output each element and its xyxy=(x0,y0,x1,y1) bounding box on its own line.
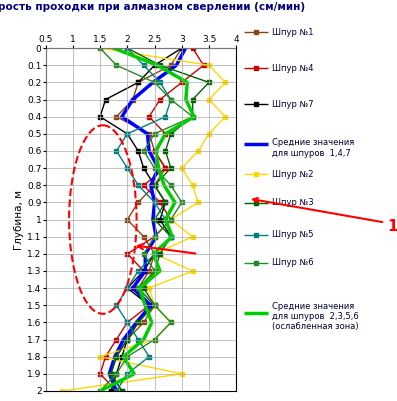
Text: для шпуров  1,4,7: для шпуров 1,4,7 xyxy=(272,149,351,158)
Text: Шпур №7: Шпур №7 xyxy=(272,100,314,109)
Text: Шпур №3: Шпур №3 xyxy=(272,198,314,207)
Text: Шпур №4: Шпур №4 xyxy=(272,64,314,73)
Text: Шпур №2: Шпур №2 xyxy=(272,170,314,179)
Text: Шпур №1: Шпур №1 xyxy=(272,28,314,36)
Y-axis label: Глубина, м: Глубина, м xyxy=(14,190,24,249)
Text: Средние значения: Средние значения xyxy=(272,302,354,311)
Text: для шпуров  2,3,5,6: для шпуров 2,3,5,6 xyxy=(272,312,359,321)
Text: Средние значения: Средние значения xyxy=(272,138,354,147)
Text: (ослабленная зона): (ослабленная зона) xyxy=(272,322,358,331)
Text: Шпур №6: Шпур №6 xyxy=(272,258,314,267)
Text: 1: 1 xyxy=(387,219,397,234)
Text: Шпур №5: Шпур №5 xyxy=(272,230,314,239)
Text: Скорость проходки при алмазном сверлении (см/мин): Скорость проходки при алмазном сверлении… xyxy=(0,2,306,12)
